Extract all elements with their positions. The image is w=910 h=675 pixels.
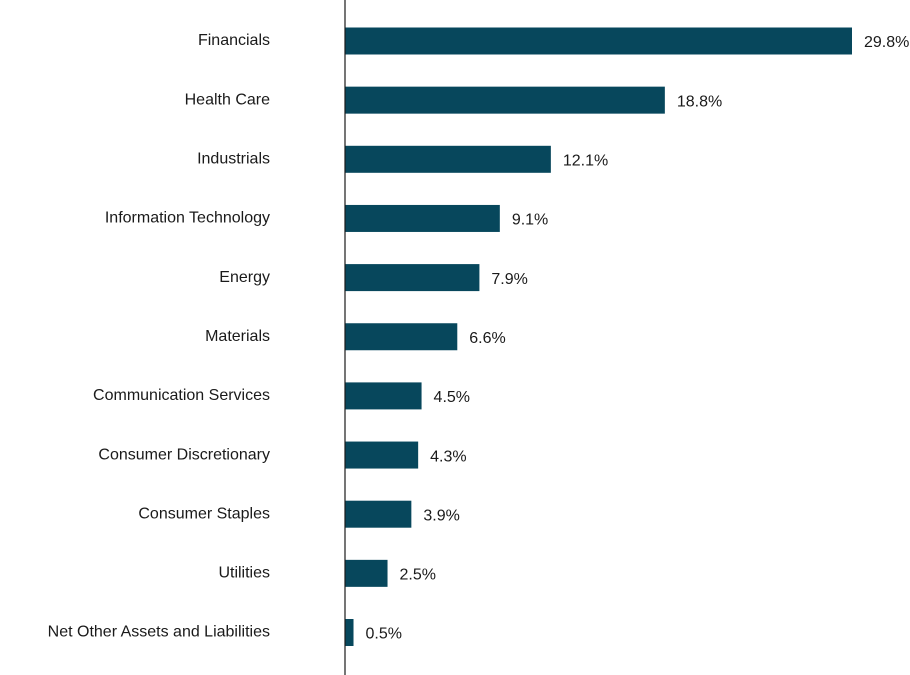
bar-materials: [345, 323, 458, 351]
value-label: 4.5%: [434, 389, 470, 406]
value-label: 4.3%: [430, 448, 466, 465]
value-label: 9.1%: [512, 212, 548, 229]
value-label: 18.8%: [677, 93, 722, 110]
category-label: Information Technology: [105, 210, 270, 227]
bar-communication-services: [345, 382, 422, 410]
value-label: 0.5%: [366, 626, 402, 643]
value-label: 12.1%: [563, 153, 608, 170]
value-labels-group: 29.8% 18.8% 12.1% 9.1% 7.9% 6.6% 4.5% 4.3% 3.9% 2…: [366, 34, 910, 643]
value-label: 3.9%: [423, 507, 459, 524]
value-label: 2.5%: [400, 567, 436, 584]
bar-net-other-assets-and-liabilities: [345, 619, 354, 646]
category-label: Net Other Assets and Liabilities: [48, 624, 270, 641]
category-label: Energy: [219, 269, 270, 286]
bar-energy: [345, 264, 480, 292]
bar-utilities: [345, 559, 388, 587]
bars-group: [345, 27, 852, 646]
category-label: Consumer Discretionary: [98, 446, 270, 463]
category-label: Communication Services: [93, 387, 270, 404]
category-label: Industrials: [197, 151, 270, 168]
category-label: Financials: [198, 32, 270, 49]
bar-industrials: [345, 145, 551, 173]
category-label: Utilities: [218, 565, 270, 582]
bar-health-care: [345, 86, 665, 114]
category-label: Consumer Staples: [138, 505, 270, 522]
category-label: Materials: [205, 328, 270, 345]
value-label: 29.8%: [864, 34, 909, 51]
bar-consumer-discretionary: [345, 441, 419, 469]
bar-financials: [345, 27, 852, 55]
bar-information-technology: [345, 204, 500, 232]
category-labels-group: Financials Health Care Industrials Informat…: [48, 32, 270, 641]
bar-consumer-staples: [345, 500, 412, 528]
value-label: 7.9%: [491, 271, 527, 288]
category-label: Health Care: [185, 91, 270, 108]
value-label: 6.6%: [469, 330, 505, 347]
